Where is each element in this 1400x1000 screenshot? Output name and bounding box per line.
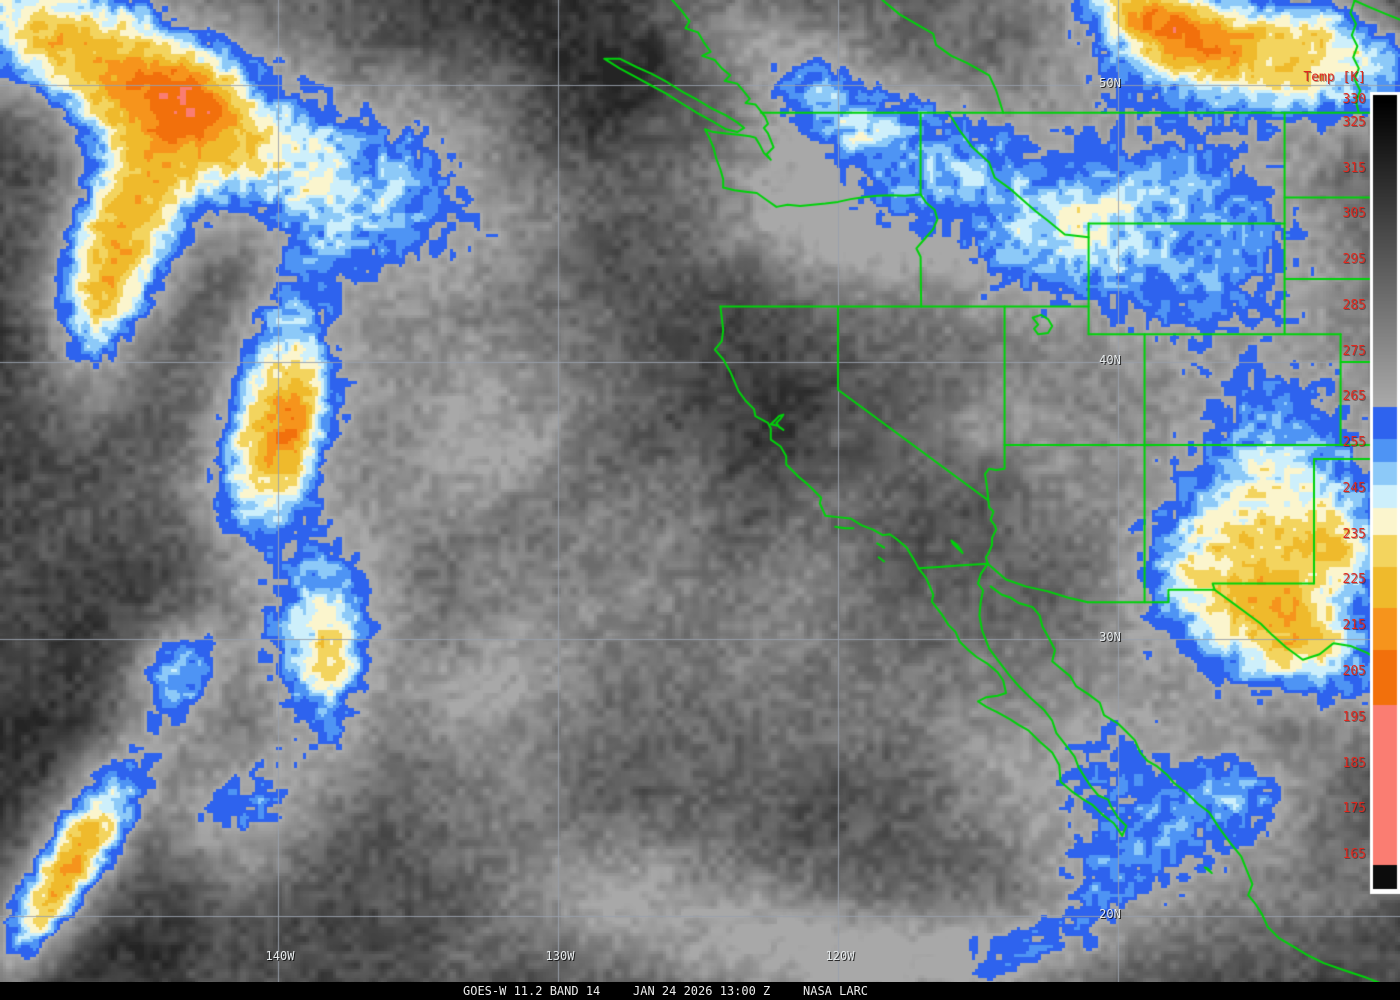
product-caption: GOES-W 11.2 BAND 14 bbox=[463, 984, 601, 998]
status-bar: GOES-W 11.2 BAND 14 JAN 24 2026 13:00 Z … bbox=[0, 982, 1400, 1000]
source-caption: NASA LARC bbox=[803, 984, 869, 998]
timestamp-caption: JAN 24 2026 13:00 Z bbox=[633, 984, 771, 998]
